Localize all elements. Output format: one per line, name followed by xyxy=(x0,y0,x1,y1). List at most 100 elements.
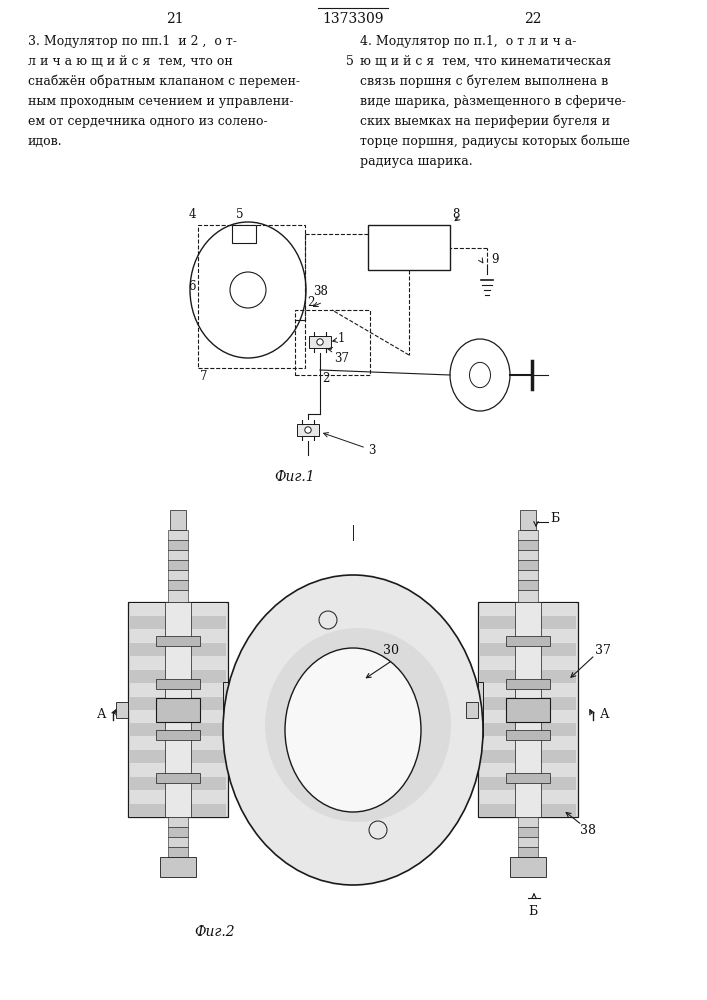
Bar xyxy=(130,710,226,723)
Bar xyxy=(130,764,226,777)
Text: 38: 38 xyxy=(580,824,596,836)
Text: идов.: идов. xyxy=(28,135,63,148)
Bar xyxy=(168,817,188,827)
Bar xyxy=(480,723,576,736)
Bar xyxy=(170,510,186,530)
Bar xyxy=(480,602,576,615)
Text: 30: 30 xyxy=(383,644,399,656)
Bar xyxy=(130,643,226,656)
Bar xyxy=(130,602,226,615)
Bar xyxy=(168,560,188,570)
Bar xyxy=(156,679,200,689)
Bar xyxy=(156,704,200,714)
Bar xyxy=(480,643,576,656)
Text: 3. Модулятор по пп.1  и 2 ,  о т-: 3. Модулятор по пп.1 и 2 , о т- xyxy=(28,35,237,48)
Bar xyxy=(478,602,578,817)
Bar xyxy=(130,629,226,642)
Text: Фиг.1: Фиг.1 xyxy=(275,470,315,484)
Bar xyxy=(518,560,538,570)
Bar xyxy=(480,616,576,629)
Bar xyxy=(518,590,538,602)
Bar xyxy=(518,827,538,837)
Text: ских выемках на периферии бугеля и: ских выемках на периферии бугеля и xyxy=(360,115,610,128)
Bar xyxy=(198,225,305,368)
Text: снабжён обратным клапаном с перемен-: снабжён обратным клапаном с перемен- xyxy=(28,75,300,89)
Text: Б: Б xyxy=(528,905,537,918)
Text: 3: 3 xyxy=(368,444,375,456)
Text: 37: 37 xyxy=(595,644,611,656)
Bar xyxy=(480,629,576,642)
Bar xyxy=(480,656,576,669)
Bar xyxy=(168,570,188,580)
Bar xyxy=(506,773,550,783)
Bar xyxy=(130,791,226,804)
Bar xyxy=(480,750,576,763)
Bar xyxy=(520,510,536,530)
Text: 2: 2 xyxy=(307,296,315,308)
Text: 22: 22 xyxy=(525,12,542,26)
Bar xyxy=(518,530,538,540)
Bar xyxy=(168,847,188,857)
Bar xyxy=(232,225,256,243)
Bar xyxy=(168,827,188,837)
Bar xyxy=(480,683,576,696)
Bar xyxy=(156,730,200,740)
Bar xyxy=(506,679,550,689)
Text: радиуса шарика.: радиуса шарика. xyxy=(360,155,472,168)
Bar xyxy=(130,616,226,629)
Text: 7: 7 xyxy=(200,370,207,383)
Text: А: А xyxy=(600,708,609,720)
Bar xyxy=(518,837,538,847)
Text: л и ч а ю щ и й с я  тем, что он: л и ч а ю щ и й с я тем, что он xyxy=(28,55,233,68)
Bar xyxy=(480,737,576,750)
Bar xyxy=(478,682,483,737)
Bar xyxy=(518,550,538,560)
Bar xyxy=(295,310,370,375)
Text: 37: 37 xyxy=(334,352,349,365)
Text: ем от сердечника одного из солено-: ем от сердечника одного из солено- xyxy=(28,115,268,128)
Bar xyxy=(156,636,200,646)
Bar xyxy=(480,804,576,817)
Bar xyxy=(130,804,226,817)
Text: 6: 6 xyxy=(189,279,196,292)
Circle shape xyxy=(305,427,311,433)
Text: 4. Модулятор по п.1,  о т л и ч а-: 4. Модулятор по п.1, о т л и ч а- xyxy=(360,35,576,48)
Bar xyxy=(130,737,226,750)
Bar xyxy=(480,764,576,777)
Text: 21: 21 xyxy=(166,12,184,26)
Ellipse shape xyxy=(265,628,451,822)
Bar xyxy=(480,791,576,804)
Text: 8: 8 xyxy=(452,208,460,221)
Text: связь поршня с бугелем выполнена в: связь поршня с бугелем выполнена в xyxy=(360,75,608,89)
Text: 1373309: 1373309 xyxy=(322,12,384,26)
Bar xyxy=(480,697,576,710)
Bar xyxy=(130,723,226,736)
Bar xyxy=(165,602,191,817)
Bar xyxy=(368,225,450,270)
Bar xyxy=(130,683,226,696)
Bar xyxy=(506,636,550,646)
Bar xyxy=(480,670,576,683)
Bar xyxy=(506,730,550,740)
Bar xyxy=(130,750,226,763)
Ellipse shape xyxy=(285,648,421,812)
Text: виде шарика, рàзмещенного в сфериче-: виде шарика, рàзмещенного в сфериче- xyxy=(360,95,626,108)
Bar xyxy=(506,698,550,722)
Bar xyxy=(518,847,538,857)
Bar xyxy=(480,777,576,790)
Circle shape xyxy=(369,821,387,839)
Bar xyxy=(466,702,478,718)
Bar xyxy=(515,602,541,817)
Text: 9: 9 xyxy=(491,253,498,266)
Text: 1: 1 xyxy=(338,332,346,344)
Bar xyxy=(130,670,226,683)
Bar xyxy=(130,656,226,669)
Bar xyxy=(480,710,576,723)
Text: торце поршня, радиусы которых больше: торце поршня, радиусы которых больше xyxy=(360,135,630,148)
Bar xyxy=(168,837,188,847)
Text: ю щ и й с я  тем, что кинематическая: ю щ и й с я тем, что кинематическая xyxy=(360,55,611,68)
Bar xyxy=(506,704,550,714)
Bar xyxy=(168,550,188,560)
Bar xyxy=(297,424,319,436)
Bar xyxy=(156,698,200,722)
